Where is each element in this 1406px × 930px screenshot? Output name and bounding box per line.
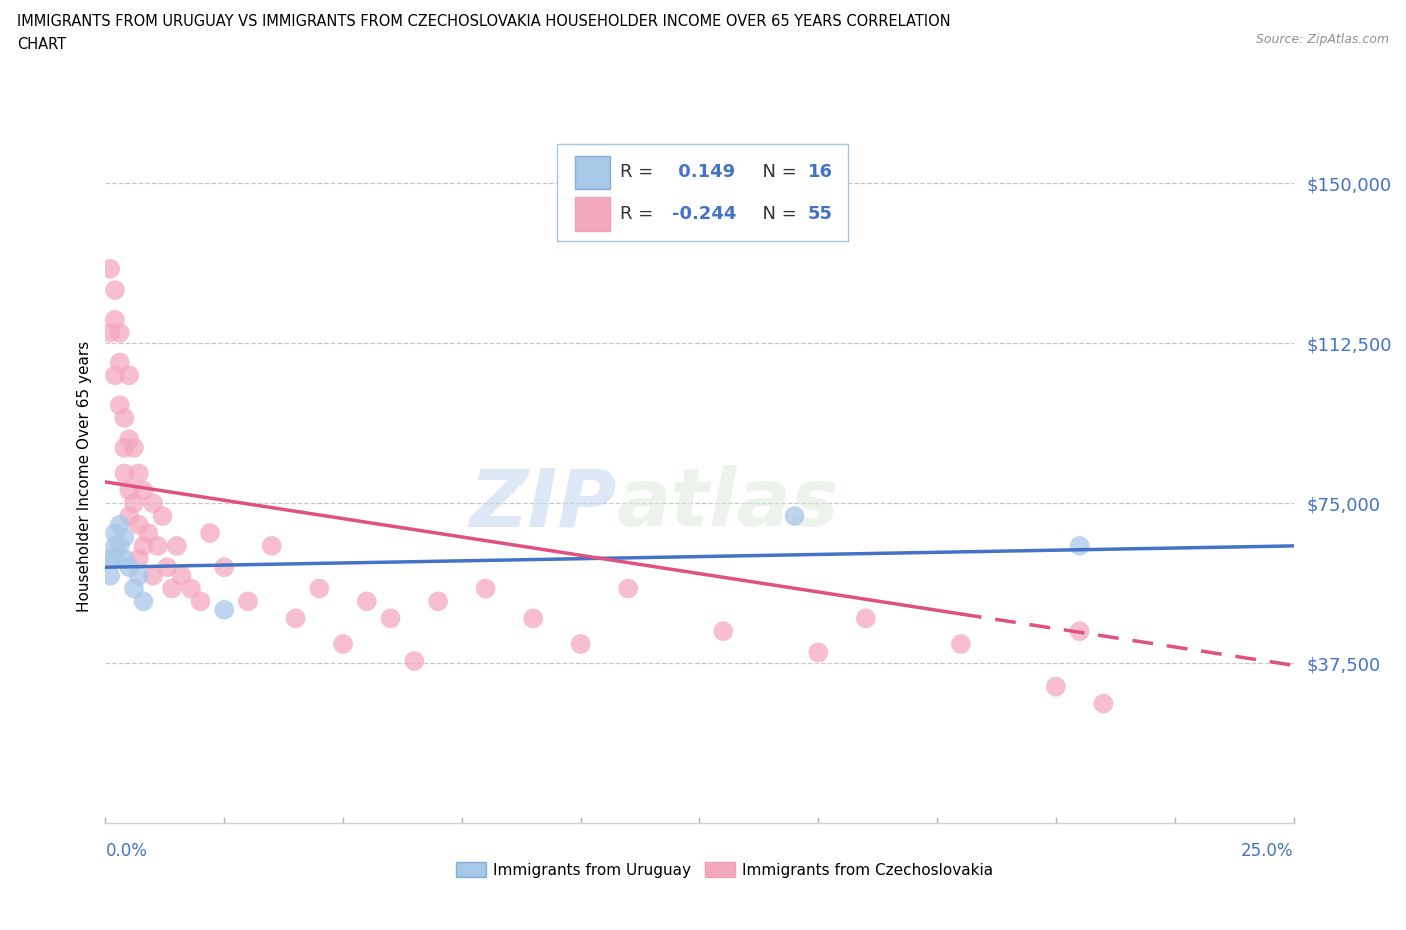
Text: IMMIGRANTS FROM URUGUAY VS IMMIGRANTS FROM CZECHOSLOVAKIA HOUSEHOLDER INCOME OVE: IMMIGRANTS FROM URUGUAY VS IMMIGRANTS FR…: [17, 14, 950, 29]
Text: Immigrants from Uruguay: Immigrants from Uruguay: [492, 863, 690, 878]
Point: [332, 636, 354, 651]
Point: [142, 496, 165, 511]
Text: Immigrants from Czechoslovakia: Immigrants from Czechoslovakia: [742, 863, 994, 878]
Point: [156, 560, 179, 575]
Point: [1069, 538, 1091, 553]
Point: [1092, 697, 1115, 711]
Text: 0.0%: 0.0%: [105, 842, 148, 859]
Point: [118, 560, 141, 575]
Point: [104, 525, 127, 540]
Point: [146, 538, 169, 553]
Point: [104, 283, 127, 298]
Point: [108, 398, 131, 413]
Point: [118, 509, 141, 524]
Text: N =: N =: [751, 205, 801, 223]
Point: [114, 410, 136, 425]
Point: [122, 441, 145, 456]
Text: CHART: CHART: [17, 37, 66, 52]
Point: [128, 466, 150, 481]
Text: 0.149: 0.149: [672, 164, 735, 181]
Point: [122, 496, 145, 511]
Text: N =: N =: [751, 164, 801, 181]
Point: [855, 611, 877, 626]
Point: [214, 560, 236, 575]
Point: [108, 517, 131, 532]
Point: [236, 594, 259, 609]
Point: [380, 611, 402, 626]
Point: [356, 594, 378, 609]
Point: [132, 538, 155, 553]
Point: [404, 654, 426, 669]
Point: [198, 525, 221, 540]
Point: [711, 624, 734, 639]
Point: [1069, 624, 1091, 639]
Text: ZIP: ZIP: [470, 465, 616, 543]
Point: [1045, 679, 1067, 694]
Point: [98, 551, 121, 566]
Point: [128, 568, 150, 583]
FancyBboxPatch shape: [706, 862, 735, 877]
FancyBboxPatch shape: [575, 156, 610, 189]
Point: [152, 509, 174, 524]
Point: [128, 551, 150, 566]
Point: [284, 611, 307, 626]
Point: [104, 368, 127, 383]
Text: R =: R =: [620, 164, 659, 181]
FancyBboxPatch shape: [557, 144, 848, 241]
Point: [98, 261, 121, 276]
Text: Source: ZipAtlas.com: Source: ZipAtlas.com: [1256, 33, 1389, 46]
Point: [104, 538, 127, 553]
Point: [142, 568, 165, 583]
Point: [132, 483, 155, 498]
Point: [308, 581, 330, 596]
Point: [783, 509, 806, 524]
Point: [160, 581, 183, 596]
Point: [522, 611, 544, 626]
Y-axis label: Householder Income Over 65 years: Householder Income Over 65 years: [76, 341, 91, 612]
Point: [108, 326, 131, 340]
Text: 16: 16: [807, 164, 832, 181]
FancyBboxPatch shape: [456, 862, 485, 877]
Point: [190, 594, 212, 609]
Point: [569, 636, 592, 651]
Point: [427, 594, 450, 609]
Point: [214, 603, 236, 618]
Point: [132, 594, 155, 609]
Point: [166, 538, 188, 553]
Text: -0.244: -0.244: [672, 205, 737, 223]
Point: [136, 525, 159, 540]
Point: [180, 581, 202, 596]
Point: [122, 581, 145, 596]
Point: [104, 551, 127, 566]
Point: [617, 581, 640, 596]
Point: [98, 326, 121, 340]
Point: [114, 530, 136, 545]
Point: [949, 636, 972, 651]
Point: [118, 483, 141, 498]
Point: [128, 517, 150, 532]
Text: 55: 55: [807, 205, 832, 223]
Text: 25.0%: 25.0%: [1241, 842, 1294, 859]
Point: [807, 645, 830, 660]
FancyBboxPatch shape: [575, 197, 610, 231]
Point: [114, 466, 136, 481]
Text: R =: R =: [620, 205, 659, 223]
Point: [98, 568, 121, 583]
Point: [114, 551, 136, 566]
Text: atlas: atlas: [616, 465, 839, 543]
Point: [118, 432, 141, 446]
Point: [170, 568, 193, 583]
Point: [114, 441, 136, 456]
Point: [260, 538, 283, 553]
Point: [474, 581, 496, 596]
Point: [108, 355, 131, 370]
Point: [108, 538, 131, 553]
Point: [118, 368, 141, 383]
Point: [104, 312, 127, 327]
